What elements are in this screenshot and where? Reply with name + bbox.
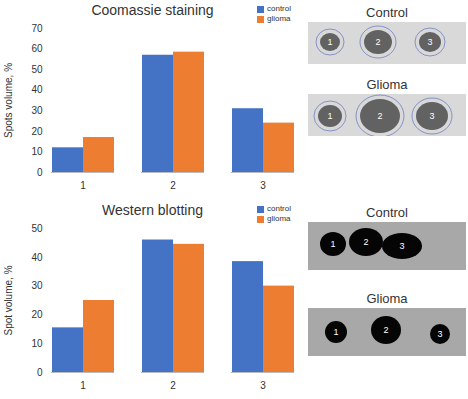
svg-text:2: 2 [375, 37, 380, 47]
svg-text:20: 20 [31, 309, 43, 320]
svg-text:40: 40 [31, 252, 43, 263]
svg-text:2: 2 [170, 180, 176, 191]
svg-text:50: 50 [31, 64, 43, 75]
svg-text:30: 30 [31, 280, 43, 291]
html-text:Coomassie staining: Coomassie staining [91, 2, 214, 18]
svg-text:20: 20 [31, 126, 43, 137]
html-text:control: control [267, 204, 291, 213]
svg-text:2: 2 [170, 380, 176, 391]
svg-text:40: 40 [31, 84, 43, 95]
svg-text:1: 1 [80, 180, 86, 191]
svg-text:10: 10 [31, 146, 43, 157]
svg-text:Spots volume, %: Spots volume, % [3, 63, 14, 138]
svg-text:10: 10 [31, 338, 43, 349]
svg-text:70: 70 [31, 23, 43, 34]
html-text:Control: Control [366, 205, 408, 220]
svg-text:60: 60 [31, 43, 43, 54]
svg-text:3: 3 [429, 111, 434, 121]
svg-text:2: 2 [363, 237, 368, 247]
svg-text:3: 3 [437, 329, 442, 339]
svg-text:0: 0 [37, 367, 43, 378]
svg-text:1: 1 [327, 37, 332, 47]
html-text:glioma: glioma [267, 214, 291, 223]
html-text:control: control [267, 4, 291, 13]
svg-text:3: 3 [260, 180, 266, 191]
svg-text:2: 2 [383, 325, 388, 335]
svg-text:0: 0 [37, 167, 43, 178]
svg-text:1: 1 [80, 380, 86, 391]
html-text:Glioma: Glioma [366, 291, 408, 306]
svg-text:30: 30 [31, 105, 43, 116]
svg-text:3: 3 [260, 380, 266, 391]
svg-text:1: 1 [327, 111, 332, 121]
html-text:Glioma: Glioma [366, 77, 408, 92]
svg-text:1: 1 [333, 327, 338, 337]
svg-text:3: 3 [399, 241, 404, 251]
svg-text:2: 2 [377, 111, 382, 121]
svg-text:1: 1 [330, 239, 335, 249]
html-text:glioma: glioma [267, 14, 291, 23]
svg-text:Spot volume, %: Spot volume, % [3, 265, 14, 335]
html-text:Control: Control [366, 5, 408, 20]
svg-text:50: 50 [31, 223, 43, 234]
html-text:Western blotting: Western blotting [102, 202, 203, 218]
svg-text:3: 3 [427, 37, 432, 47]
